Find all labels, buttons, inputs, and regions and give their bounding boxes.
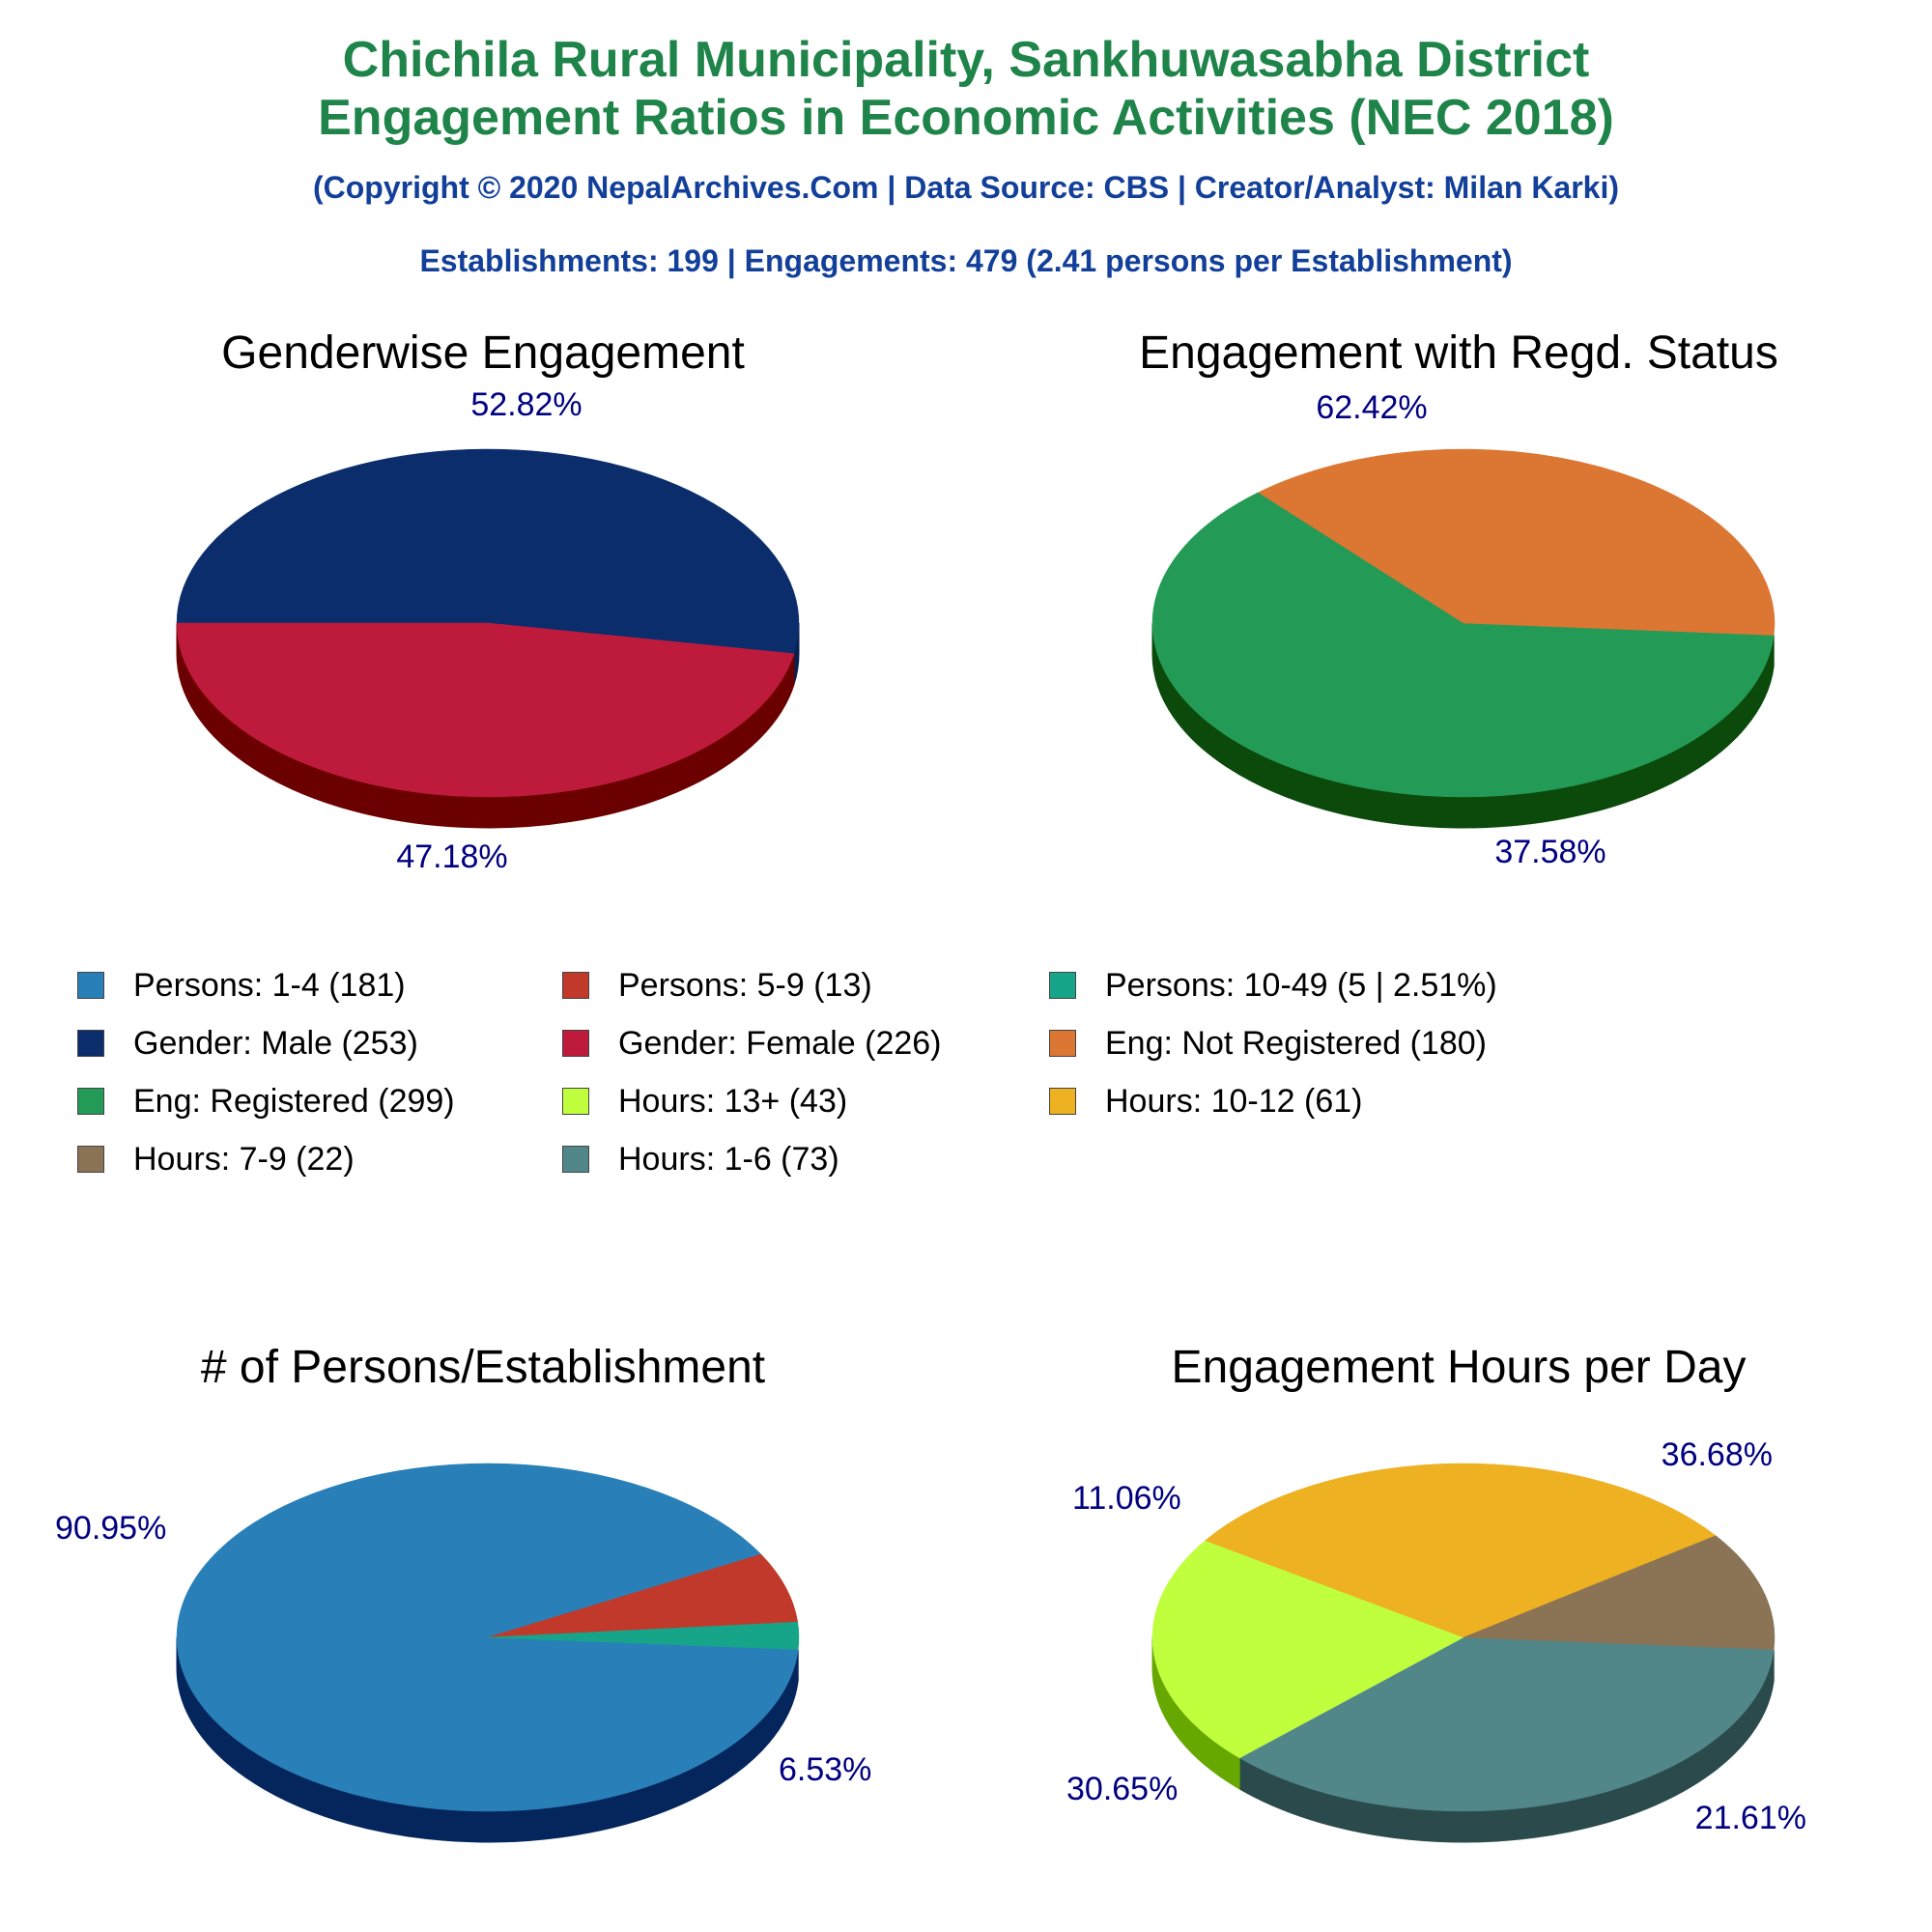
pie-slice xyxy=(1463,1535,1776,1650)
slice-percent-label: 6.53% xyxy=(779,1751,871,1788)
slice-percent-label: 30.65% xyxy=(1066,1771,1178,1807)
hours-chart-title: Engagement Hours per Day xyxy=(1171,1342,1747,1393)
legend-label: Persons: 5-9 (13) xyxy=(618,967,872,1004)
pie-chart-1: 52.82% 47.18% xyxy=(176,386,800,875)
copyright-credit: (Copyright © 2020 NepalArchives.Com | Da… xyxy=(312,170,1620,205)
legend-label: Hours: 13+ (43) xyxy=(618,1083,848,1120)
slice-percent-label: 36.68% xyxy=(1662,1436,1773,1473)
legend-swatch xyxy=(77,1146,104,1173)
legend-label: Hours: 1-6 (73) xyxy=(618,1141,839,1178)
legend-label: Persons: 1-4 (181) xyxy=(133,967,406,1004)
pie-chart-2: 62.42% 37.58% xyxy=(1151,389,1776,870)
legend-label: Gender: Male (253) xyxy=(133,1025,418,1062)
slice-percent-label: 52.82% xyxy=(470,386,582,423)
pie-slice xyxy=(176,448,800,654)
registration-chart-title: Engagement with Regd. Status xyxy=(1139,327,1778,379)
legend-swatch xyxy=(77,1030,104,1057)
slice-percent-label: 47.18% xyxy=(396,838,507,875)
legend-label: Gender: Female (226) xyxy=(618,1025,942,1062)
legend-swatch xyxy=(562,972,589,999)
pie-slice xyxy=(487,1553,799,1638)
main-title-line-1: Chichila Rural Municipality, Sankhuwasab… xyxy=(342,32,1590,88)
legend-swatch xyxy=(562,1146,589,1173)
slice-percent-label: 90.95% xyxy=(55,1510,166,1547)
slice-percent-label: 62.42% xyxy=(1316,389,1427,426)
pie-chart-4: 36.68% 21.61% 30.65% 11.06% xyxy=(1066,1436,1806,1843)
pie-slice xyxy=(1238,1636,1775,1812)
legend-label: Hours: 10-12 (61) xyxy=(1105,1083,1363,1120)
pie-slice xyxy=(176,1463,799,1812)
pie-chart-3: 90.95% 6.53% xyxy=(55,1463,871,1843)
legend-swatch xyxy=(1049,972,1076,999)
persons-chart-title: # of Persons/Establishment xyxy=(200,1342,766,1393)
legend-swatch xyxy=(77,972,104,999)
pie-slice xyxy=(487,1621,800,1650)
legend-swatch xyxy=(562,1030,589,1057)
legend-label: Hours: 7-9 (22) xyxy=(133,1141,355,1178)
legend-label: Eng: Registered (299) xyxy=(133,1083,455,1120)
pie-slice xyxy=(176,622,795,798)
pie-slice xyxy=(1151,492,1775,798)
pie-slice xyxy=(1205,1463,1717,1638)
gender-chart-title: Genderwise Engagement xyxy=(221,327,745,379)
main-title-line-2: Engagement Ratios in Economic Activities… xyxy=(318,90,1614,146)
legend-label: Eng: Not Registered (180) xyxy=(1105,1025,1487,1062)
legend-swatch xyxy=(1049,1088,1076,1115)
legend-swatch xyxy=(77,1088,104,1115)
slice-percent-label: 21.61% xyxy=(1695,1800,1806,1836)
pie-slice xyxy=(1258,448,1776,636)
slice-percent-label: 11.06% xyxy=(1072,1480,1181,1517)
legend-swatch xyxy=(562,1088,589,1115)
legend-swatch xyxy=(1049,1030,1076,1057)
legend-label: Persons: 10-49 (5 | 2.51%) xyxy=(1105,967,1497,1004)
pie-slice xyxy=(1151,1540,1464,1759)
summary-line: Establishments: 199 | Engagements: 479 (… xyxy=(419,243,1513,278)
slice-percent-label: 37.58% xyxy=(1494,834,1605,870)
